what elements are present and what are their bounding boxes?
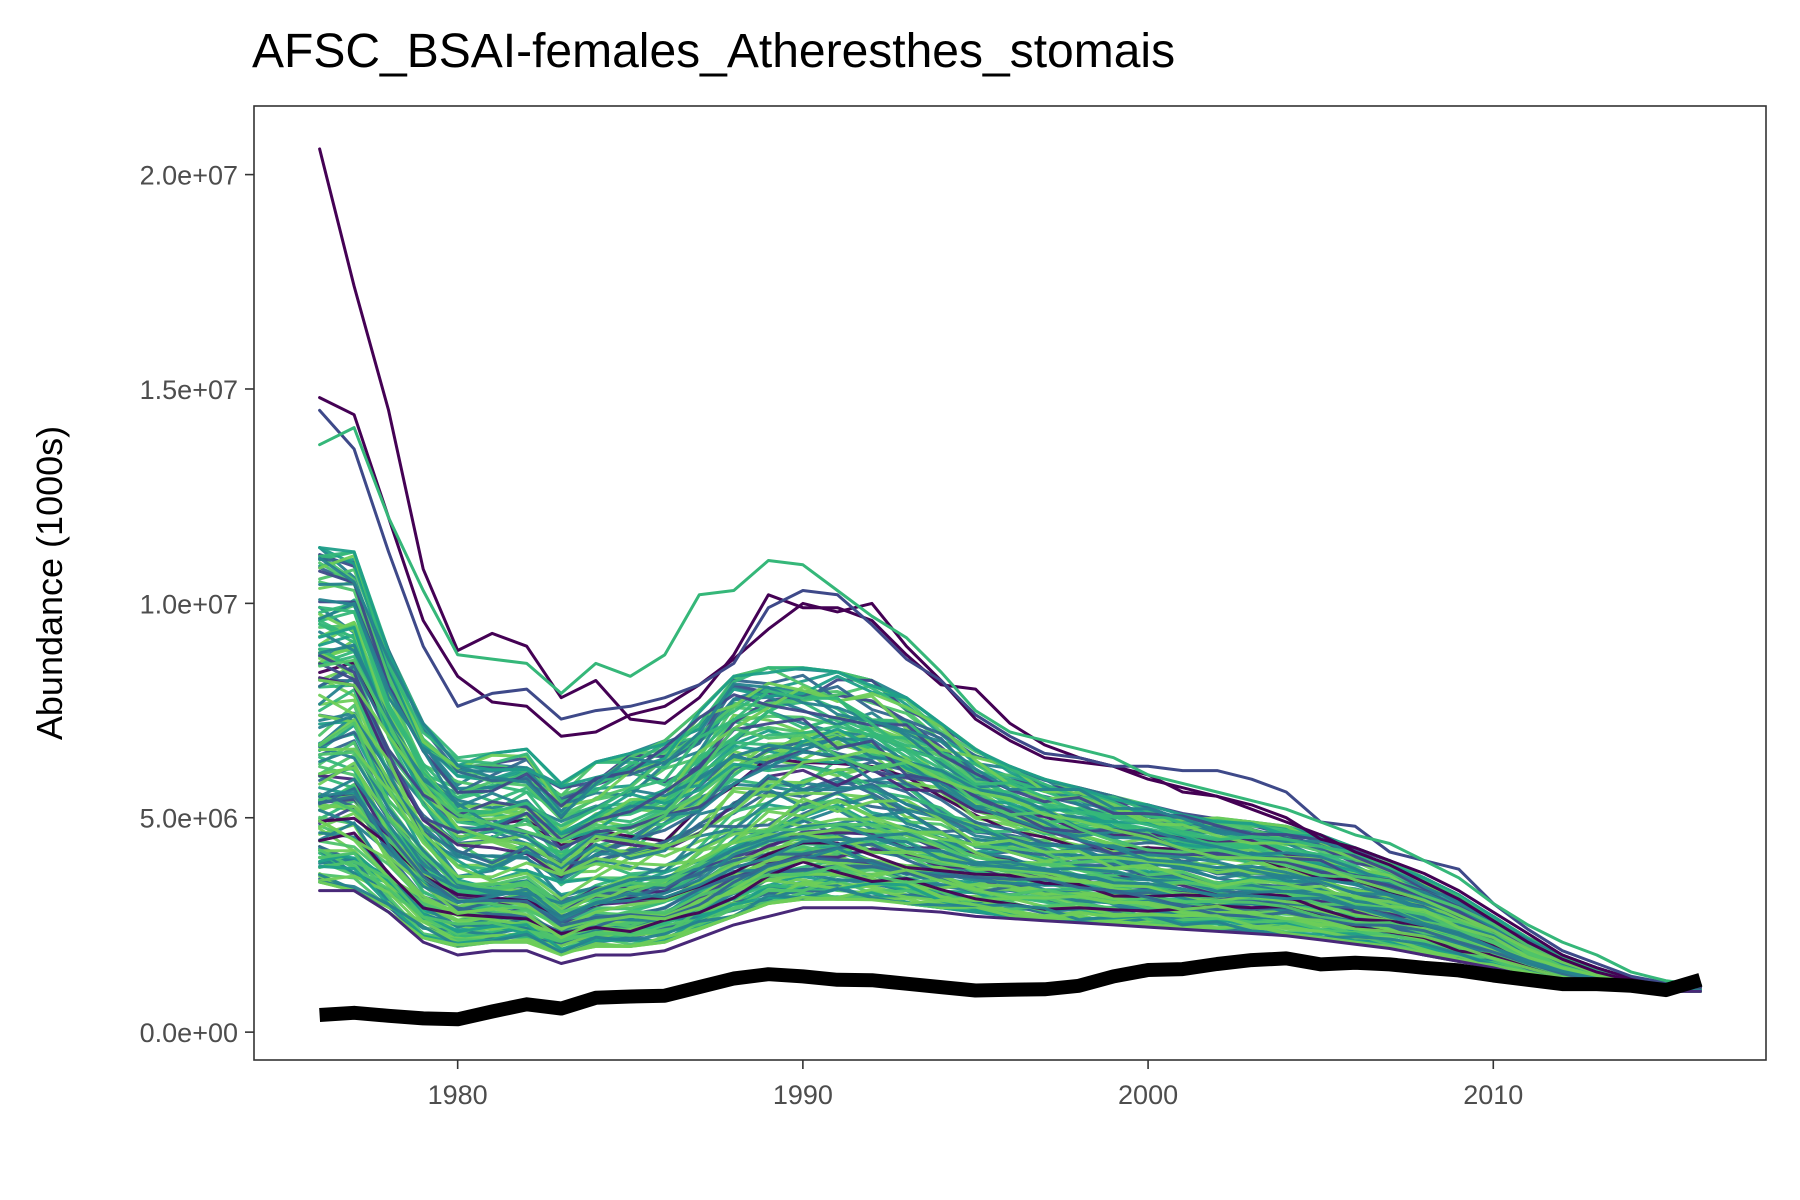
simulation-line [318, 396, 1702, 989]
simulation-line [318, 662, 1702, 990]
x-tick-label: 2000 [1118, 1080, 1178, 1110]
simulation-line [318, 889, 1702, 993]
y-axis-label: Abundance (1000s) [29, 426, 70, 740]
x-tick-label: 1990 [773, 1080, 833, 1110]
simulation-line [318, 602, 1702, 990]
observed-line-layer [319, 951, 1703, 1027]
x-axis: 1980 1990 2000 2010 [428, 1060, 1523, 1110]
simulation-line [318, 793, 1702, 992]
simulation-line [318, 795, 1702, 992]
simulation-line [318, 546, 1702, 989]
x-tick-label: 1980 [428, 1080, 488, 1110]
simulation-line [318, 658, 1702, 990]
simulation-line [318, 819, 1702, 992]
simulation-line [318, 408, 1702, 989]
simulation-line [318, 556, 1702, 989]
simulation-line [318, 678, 1702, 990]
observed-line [319, 951, 1703, 1027]
simulation-line [318, 606, 1702, 989]
chart-title: AFSC_BSAI-females_Atheresthes_stomais [252, 25, 1175, 78]
simulation-line [318, 880, 1702, 993]
simulation-line [318, 747, 1702, 991]
y-axis: 0.0e+00 5.0e+06 1.0e+07 1.5e+07 2.0e+07 [140, 161, 254, 1048]
x-tick-label: 2010 [1463, 1080, 1523, 1110]
y-tick-label: 2.0e+07 [140, 161, 238, 191]
ensemble-lines [318, 147, 1702, 993]
y-tick-label: 5.0e+06 [140, 804, 238, 834]
simulation-line [318, 426, 1702, 987]
simulation-line [318, 147, 1702, 989]
simulation-line [318, 747, 1702, 991]
simulation-line [318, 789, 1702, 992]
y-tick-label: 1.5e+07 [140, 375, 238, 405]
simulation-line [318, 777, 1702, 992]
plot-panel-border [253, 105, 1767, 1061]
y-tick-label: 0.0e+00 [140, 1018, 238, 1048]
y-tick-label: 1.0e+07 [140, 589, 238, 619]
